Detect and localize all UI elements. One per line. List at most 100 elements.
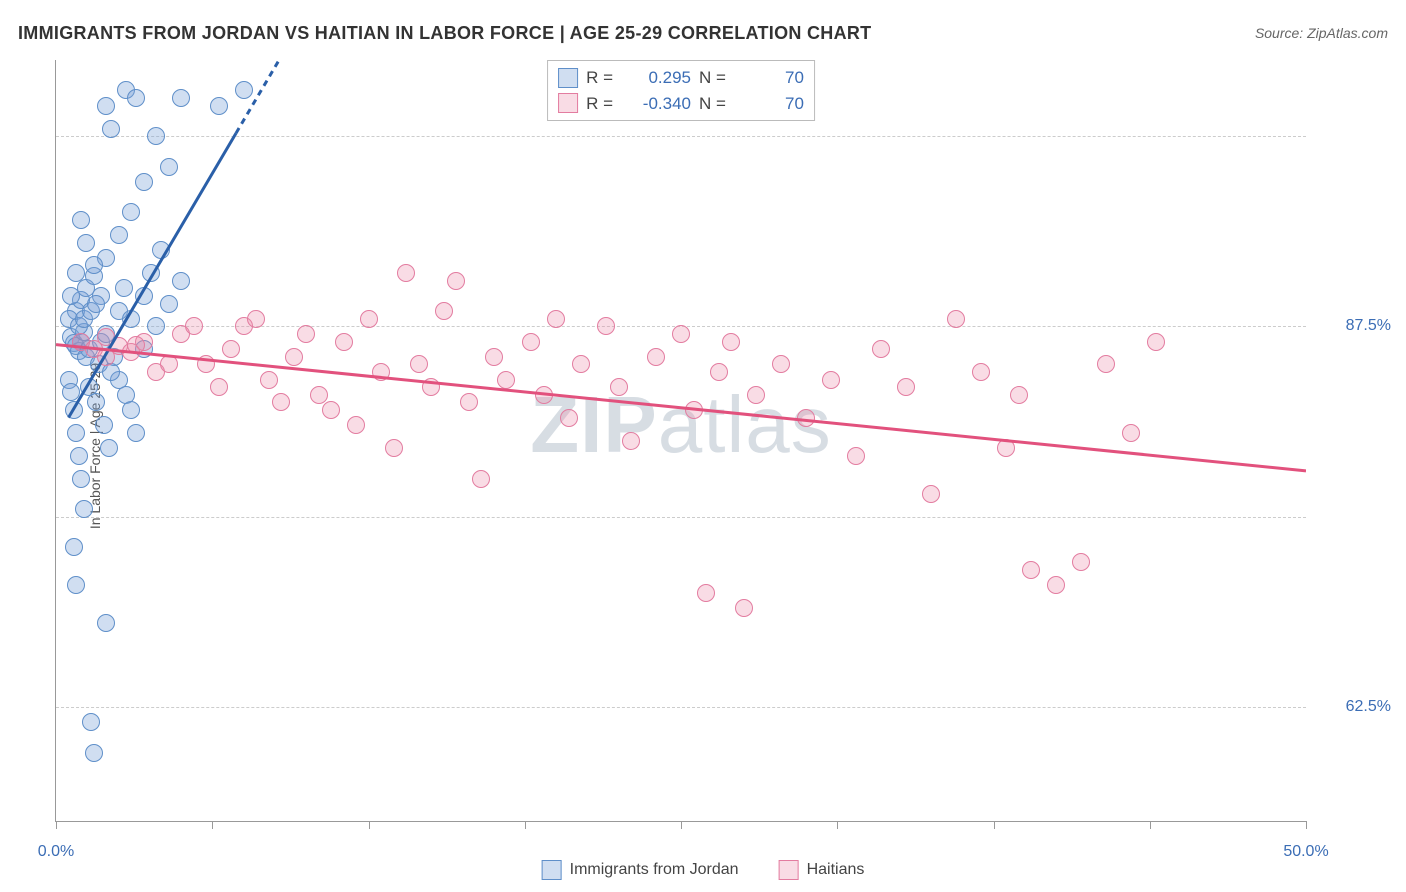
x-tick (994, 821, 995, 829)
r-label: R = (586, 65, 613, 91)
scatter-point-haitian (210, 378, 228, 396)
scatter-point-jordan (85, 744, 103, 762)
scatter-point-haitian (335, 333, 353, 351)
r-value-haitian: -0.340 (621, 91, 691, 117)
gridline (56, 707, 1306, 708)
scatter-point-jordan (85, 267, 103, 285)
scatter-point-jordan (135, 287, 153, 305)
scatter-point-jordan (67, 302, 85, 320)
scatter-point-haitian (372, 363, 390, 381)
scatter-point-jordan (100, 439, 118, 457)
scatter-point-jordan (72, 333, 90, 351)
scatter-point-haitian (422, 378, 440, 396)
scatter-point-jordan (97, 97, 115, 115)
scatter-point-haitian (247, 310, 265, 328)
r-label: R = (586, 91, 613, 117)
n-label: N = (699, 91, 726, 117)
scatter-point-haitian (1072, 553, 1090, 571)
scatter-point-haitian (672, 325, 690, 343)
scatter-point-haitian (85, 340, 103, 358)
legend-swatch-haitian (558, 93, 578, 113)
scatter-point-jordan (127, 89, 145, 107)
scatter-point-jordan (110, 302, 128, 320)
scatter-point-haitian (1147, 333, 1165, 351)
scatter-point-haitian (947, 310, 965, 328)
scatter-point-jordan (75, 310, 93, 328)
scatter-point-haitian (772, 355, 790, 373)
scatter-point-haitian (1010, 386, 1028, 404)
scatter-point-haitian (447, 272, 465, 290)
scatter-point-jordan (62, 328, 80, 346)
gridline (56, 136, 1306, 137)
scatter-point-haitian (172, 325, 190, 343)
scatter-point-haitian (310, 386, 328, 404)
scatter-point-haitian (1122, 424, 1140, 442)
scatter-point-jordan (110, 226, 128, 244)
legend-swatch-jordan (558, 68, 578, 88)
scatter-point-haitian (397, 264, 415, 282)
trend-line-jordan (69, 133, 237, 417)
scatter-point-jordan (142, 264, 160, 282)
x-tick-label: 0.0% (38, 843, 74, 861)
x-tick (1150, 821, 1151, 829)
chart-title: IMMIGRANTS FROM JORDAN VS HAITIAN IN LAB… (18, 23, 871, 44)
x-tick (1306, 821, 1307, 829)
scatter-point-haitian (435, 302, 453, 320)
scatter-point-jordan (85, 256, 103, 274)
r-value-jordan: 0.295 (621, 65, 691, 91)
scatter-point-jordan (97, 325, 115, 343)
scatter-point-jordan (172, 89, 190, 107)
scatter-point-jordan (127, 424, 145, 442)
scatter-point-haitian (735, 599, 753, 617)
scatter-point-jordan (80, 378, 98, 396)
scatter-point-jordan (160, 295, 178, 313)
x-tick (837, 821, 838, 829)
scatter-point-jordan (67, 424, 85, 442)
legend-correlation-box: R = 0.295 N = 70 R = -0.340 N = 70 (547, 60, 815, 121)
scatter-point-jordan (60, 310, 78, 328)
scatter-point-haitian (897, 378, 915, 396)
scatter-point-jordan (115, 279, 133, 297)
scatter-point-jordan (87, 393, 105, 411)
watermark-atlas: atlas (658, 380, 832, 469)
scatter-point-jordan (67, 337, 85, 355)
legend-item-jordan: Immigrants from Jordan (542, 860, 739, 880)
trend-line-jordan (236, 60, 306, 133)
scatter-point-jordan (97, 614, 115, 632)
scatter-point-haitian (1022, 561, 1040, 579)
scatter-point-jordan (82, 302, 100, 320)
x-tick (369, 821, 370, 829)
scatter-point-jordan (122, 401, 140, 419)
scatter-point-haitian (322, 401, 340, 419)
watermark: ZIPatlas (530, 379, 831, 471)
scatter-point-jordan (65, 538, 83, 556)
scatter-point-haitian (135, 333, 153, 351)
scatter-point-jordan (70, 342, 88, 360)
scatter-point-jordan (92, 333, 110, 351)
scatter-point-haitian (1097, 355, 1115, 373)
scatter-point-haitian (697, 584, 715, 602)
watermark-zip: ZIP (530, 380, 657, 469)
scatter-point-jordan (235, 81, 253, 99)
scatter-point-jordan (65, 334, 83, 352)
gridline (56, 326, 1306, 327)
scatter-point-jordan (75, 500, 93, 518)
scatter-point-haitian (722, 333, 740, 351)
scatter-point-haitian (410, 355, 428, 373)
scatter-point-haitian (347, 416, 365, 434)
scatter-point-jordan (72, 211, 90, 229)
scatter-point-jordan (90, 355, 108, 373)
x-tick (525, 821, 526, 829)
scatter-point-jordan (102, 120, 120, 138)
x-tick (681, 821, 682, 829)
scatter-point-jordan (95, 416, 113, 434)
plot-area: ZIPatlas R = 0.295 N = 70 R = -0.340 N =… (55, 60, 1306, 822)
scatter-point-haitian (572, 355, 590, 373)
scatter-point-haitian (110, 337, 128, 355)
scatter-point-jordan (65, 401, 83, 419)
scatter-point-jordan (110, 371, 128, 389)
scatter-point-jordan (105, 348, 123, 366)
gridline (56, 517, 1306, 518)
scatter-point-haitian (360, 310, 378, 328)
scatter-point-jordan (152, 241, 170, 259)
